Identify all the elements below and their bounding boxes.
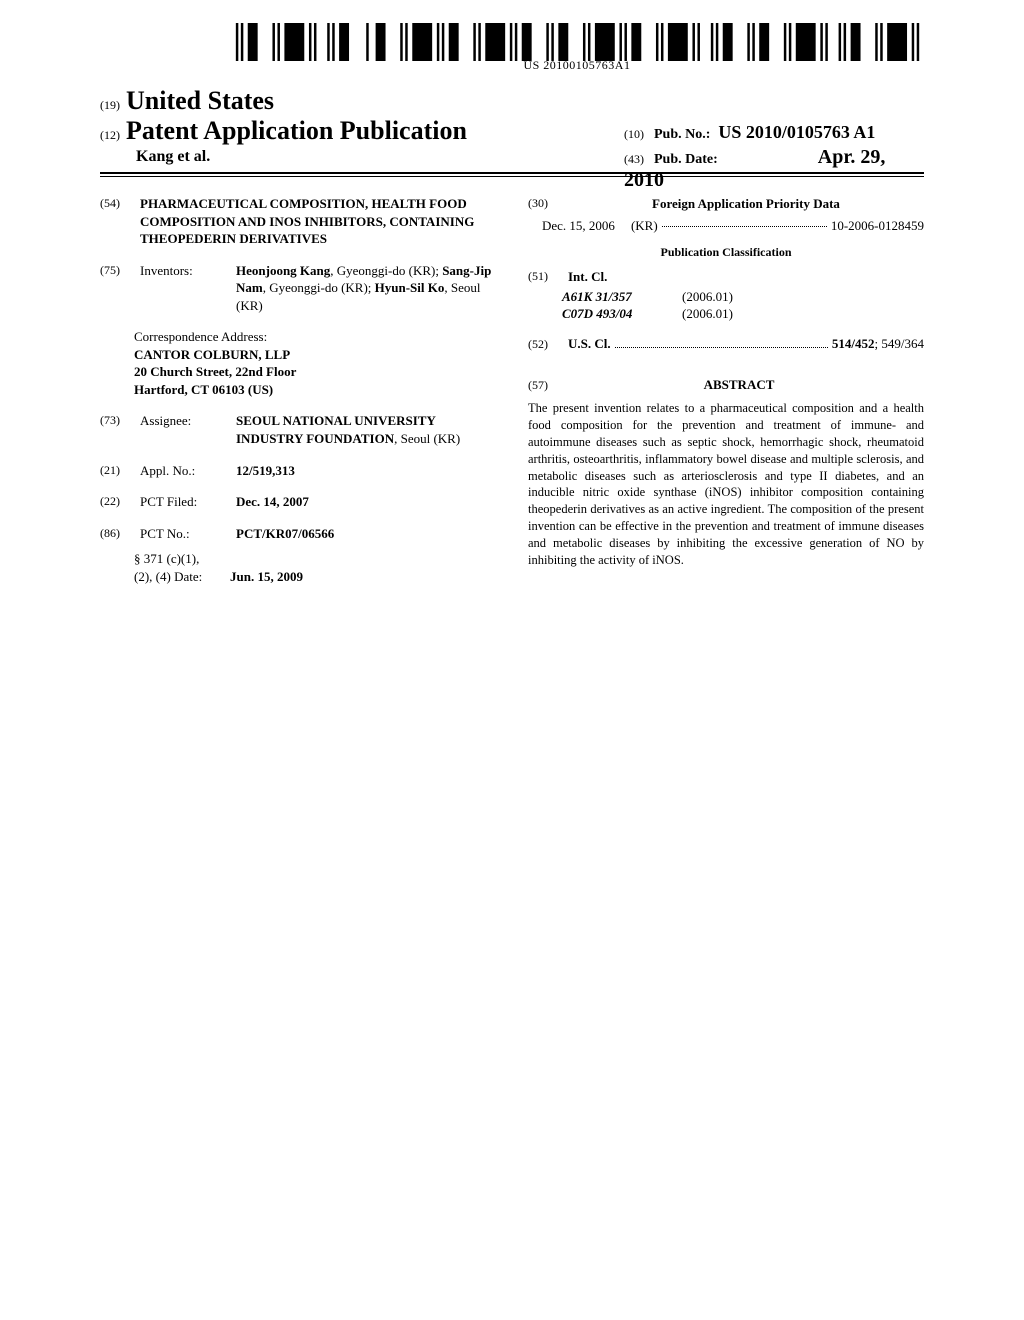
field-appl-no: (21) Appl. No.: 12/519,313 (100, 462, 496, 480)
pct-no-label: PCT No.: (140, 525, 236, 543)
abstract-body: The present invention relates to a pharm… (528, 400, 924, 569)
inid-73: (73) (100, 412, 134, 447)
correspondence-line-3: Hartford, CT 06103 (US) (134, 381, 496, 399)
us-cl-label: U.S. Cl. (568, 335, 611, 353)
int-cl-code-2: C07D 493/04 (562, 305, 682, 323)
field-pct-no: (86) PCT No.: PCT/KR07/06566 (100, 525, 496, 543)
abstract-heading: ABSTRACT (554, 376, 924, 394)
inid-51: (51) (528, 268, 562, 286)
field-foreign-priority: (30) Foreign Application Priority Data (528, 195, 924, 213)
s371-line2-label: (2), (4) Date: (134, 568, 230, 586)
inid-43: (43) (624, 152, 644, 166)
left-column: (54) PHARMACEUTICAL COMPOSITION, HEALTH … (100, 195, 496, 585)
publication-classification-heading: Publication Classification (528, 244, 924, 260)
barcode-graphic: ║▌║█║║▌│▌║█║▌║█║▌║▌║█║▌║█║║▌║▌║█║║▌║█║ (230, 28, 924, 56)
inid-12: (12) (100, 128, 120, 143)
us-cl-value: 514/452; 549/364 (832, 335, 924, 353)
s371-date-value: Jun. 15, 2009 (230, 568, 303, 586)
int-cl-code-1: A61K 31/357 (562, 288, 682, 306)
document-kind: Patent Application Publication (126, 116, 467, 146)
inid-86: (86) (100, 525, 134, 543)
pub-no-label: Pub. No.: (654, 127, 710, 142)
inventors-value: Heonjoong Kang, Gyeonggi-do (KR); Sang-J… (236, 262, 496, 315)
correspondence-label: Correspondence Address: (134, 328, 496, 346)
appl-no-value: 12/519,313 (236, 462, 496, 480)
int-cl-ver-2: (2006.01) (682, 305, 733, 323)
body-columns: (54) PHARMACEUTICAL COMPOSITION, HEALTH … (100, 195, 924, 585)
foreign-priority-number: 10-2006-0128459 (831, 217, 924, 235)
pct-no-value: PCT/KR07/06566 (236, 525, 496, 543)
leader-dots (615, 338, 828, 348)
inid-75: (75) (100, 262, 134, 315)
barcode-block: ║▌║█║║▌│▌║█║▌║█║▌║▌║█║▌║█║║▌║▌║█║║▌║█║ U… (230, 28, 924, 73)
inid-10: (10) (624, 127, 644, 141)
foreign-priority-heading: Foreign Application Priority Data (568, 195, 924, 213)
pct-filed-value: Dec. 14, 2007 (236, 493, 496, 511)
pct-filed-label: PCT Filed: (140, 493, 236, 511)
correspondence-line-2: 20 Church Street, 22nd Floor (134, 363, 496, 381)
inid-30: (30) (528, 195, 562, 213)
country-name: United States (126, 86, 274, 116)
inid-22: (22) (100, 493, 134, 511)
inid-57: (57) (528, 377, 548, 393)
field-pct-filed: (22) PCT Filed: Dec. 14, 2007 (100, 493, 496, 511)
field-assignee: (73) Assignee: SEOUL NATIONAL UNIVERSITY… (100, 412, 496, 447)
int-cl-label: Int. Cl. (568, 268, 607, 286)
title-text: PHARMACEUTICAL COMPOSITION, HEALTH FOOD … (140, 195, 496, 248)
inventors-label: Inventors: (140, 262, 236, 315)
document-header: (19) United States (12) Patent Applicati… (100, 86, 924, 177)
assignee-label: Assignee: (140, 412, 236, 447)
appl-no-label: Appl. No.: (140, 462, 236, 480)
int-cl-row-2: C07D 493/04 (2006.01) (562, 305, 924, 323)
authors: Kang et al. (136, 148, 210, 166)
pub-no-value: US 2010/0105763 A1 (718, 122, 875, 142)
inid-21: (21) (100, 462, 134, 480)
inid-54: (54) (100, 195, 134, 248)
field-abstract-heading: (57) ABSTRACT (528, 366, 924, 400)
field-inventors: (75) Inventors: Heonjoong Kang, Gyeonggi… (100, 262, 496, 315)
foreign-priority-country: (KR) (631, 217, 658, 235)
int-cl-ver-1: (2006.01) (682, 288, 733, 306)
correspondence-line-1: CANTOR COLBURN, LLP (134, 346, 496, 364)
inid-52: (52) (528, 336, 562, 352)
foreign-priority-row: Dec. 15, 2006 (KR) 10-2006-0128459 (542, 217, 924, 235)
field-us-cl: (52) U.S. Cl. 514/452; 549/364 (528, 335, 924, 353)
s371-line1: § 371 (c)(1), (134, 550, 496, 568)
right-column: (30) Foreign Application Priority Data D… (528, 195, 924, 585)
leader-dots (662, 217, 827, 227)
field-int-cl: (51) Int. Cl. (528, 268, 924, 286)
pub-date-label: Pub. Date: (654, 152, 718, 167)
int-cl-row-1: A61K 31/357 (2006.01) (562, 288, 924, 306)
field-title: (54) PHARMACEUTICAL COMPOSITION, HEALTH … (100, 195, 496, 248)
assignee-value: SEOUL NATIONAL UNIVERSITY INDUSTRY FOUND… (236, 412, 496, 447)
correspondence-block: Correspondence Address: CANTOR COLBURN, … (134, 328, 496, 398)
foreign-priority-date: Dec. 15, 2006 (542, 217, 615, 235)
inid-19: (19) (100, 98, 120, 113)
field-371: § 371 (c)(1), (2), (4) Date: Jun. 15, 20… (134, 550, 496, 585)
